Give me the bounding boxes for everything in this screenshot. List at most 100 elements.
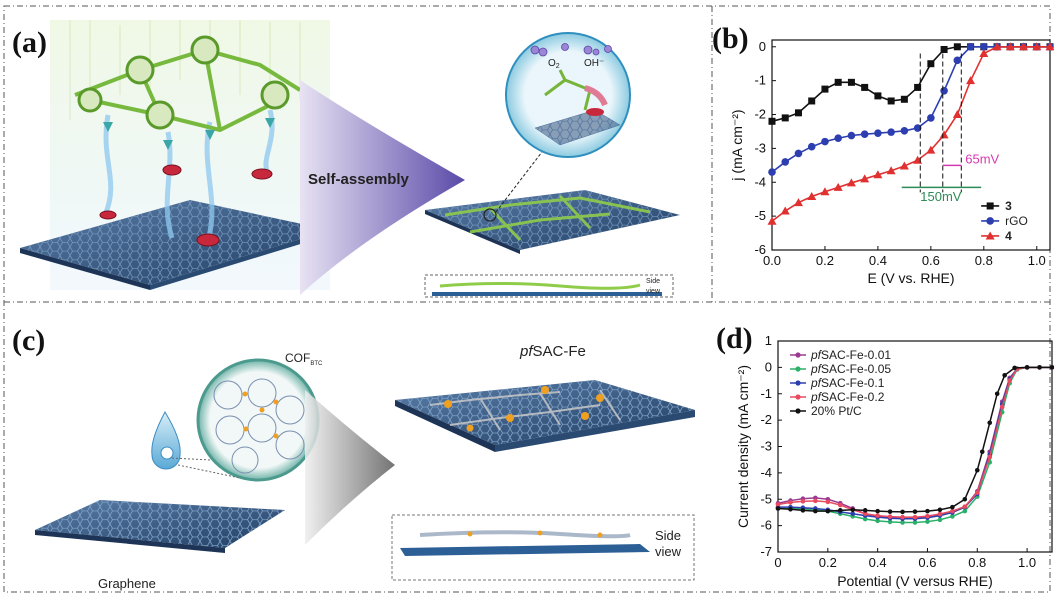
side-view-c-1: Side	[655, 528, 681, 543]
chart-d: 0 0.2 0.4 0.6 0.8 1.0 1 0 -1 -2 -3 -4 -5 -6 -7 Potentia…	[735, 333, 1054, 589]
data-point-rGO	[980, 42, 988, 51]
y-tick-label: 0	[765, 359, 772, 374]
x-tick-label: 0.2	[816, 253, 834, 268]
ion-oh: OH⁻	[584, 58, 604, 69]
panel-d: (d) 0 0.2 0.4 0.6 0.8 1.0 1 0 -1 -2 -3 -4 -5 -6 -7 Pote…	[716, 322, 1054, 589]
data-point-3	[874, 92, 882, 100]
data-point-4	[825, 508, 831, 514]
panel-b-label: (b)	[712, 22, 749, 55]
data-point-4	[793, 198, 803, 207]
data-point-2	[850, 511, 856, 517]
y-tick-label: -5	[760, 491, 772, 506]
data-point-3	[862, 511, 868, 517]
x-tick-label: 0.2	[819, 555, 837, 570]
data-point-1	[912, 520, 918, 525]
data-point-4	[899, 161, 909, 170]
panel-b: (b) 0.0 0.2 0.4 0.6 0.8 1.0 0 -1 -2 -3 -4 -5 -6 E (V …	[712, 22, 1054, 286]
data-point-4	[912, 509, 918, 514]
chart-b: 0.0 0.2 0.4 0.6 0.8 1.0 0 -1 -2 -3 -4 -5 -6 E (V vs. …	[729, 39, 1054, 286]
x-tick-label: 0.8	[975, 253, 993, 268]
data-point-3	[900, 514, 905, 520]
y-tick-label: -4	[754, 174, 766, 189]
data-point-1	[937, 517, 943, 523]
y-tick-label: -4	[760, 465, 772, 480]
data-point-3	[847, 78, 855, 86]
data-point-3	[925, 513, 930, 519]
data-point-4	[966, 76, 976, 85]
data-point-3	[987, 454, 993, 460]
graphene-sheet-left	[20, 200, 330, 290]
data-point-3	[887, 514, 893, 519]
data-point-3	[837, 502, 843, 508]
y-tick-label: -1	[754, 73, 766, 88]
data-point-3	[800, 499, 806, 504]
legend-label-3: pfSAC-Fe-0.2	[810, 390, 885, 404]
x-tick-label: 1.0	[1028, 253, 1046, 268]
porphyrin-nodes	[77, 35, 290, 130]
data-point-rGO	[860, 130, 869, 138]
graphene-sheet: Graphene	[35, 500, 285, 591]
side-view-label-1: Side	[646, 278, 660, 285]
y-tick-label: -6	[754, 242, 766, 257]
annotation-65mv: 65mV	[965, 151, 999, 166]
data-point-4	[987, 420, 993, 426]
data-point-rGO	[966, 42, 975, 51]
legend-marker-2	[795, 380, 801, 386]
panel-frame	[3, 5, 1051, 593]
data-point-4	[939, 130, 949, 139]
data-point-3	[953, 43, 961, 51]
side-view-box-c: Side view	[391, 514, 695, 581]
data-point-1	[887, 519, 893, 525]
data-point-rGO	[768, 168, 776, 176]
data-point-3	[1007, 378, 1012, 383]
data-point-4	[900, 509, 905, 515]
data-point-4	[788, 506, 793, 512]
data-point-4	[950, 504, 955, 510]
data-point-4	[862, 508, 868, 513]
legend-marker-4	[985, 231, 995, 240]
legend-label-0: pfSAC-Fe-0.01	[810, 348, 891, 362]
x-axis-label: E (V vs. RHE)	[867, 270, 954, 286]
legend-marker-4	[795, 408, 801, 414]
data-point-4	[1012, 365, 1017, 371]
data-point-1	[950, 514, 955, 519]
data-point-4	[952, 110, 962, 119]
y-axis-label: j (mA cm⁻²)	[729, 109, 745, 181]
data-point-3	[914, 83, 922, 91]
panel-c-label: (c)	[12, 324, 45, 357]
solvent-drop	[151, 410, 181, 470]
pfsac-fe-title: pfSAC-Fe	[519, 343, 586, 360]
self-assembly-arrow: Self-assembly	[300, 80, 465, 295]
x-tick-label: 0.6	[922, 253, 940, 268]
legend-marker-rGO	[986, 217, 994, 225]
data-point-4	[846, 178, 856, 187]
legend-marker-1	[795, 366, 801, 372]
panel-d-label: (d)	[716, 322, 753, 355]
data-point-3	[875, 513, 880, 518]
data-point-4	[1005, 42, 1015, 51]
x-tick-label: 0.0	[763, 253, 781, 268]
data-point-4	[1049, 365, 1054, 370]
assembled-sheet	[425, 147, 680, 254]
panel-a: (a)	[12, 20, 680, 298]
data-point-4	[775, 506, 781, 511]
data-point-4	[837, 508, 843, 513]
data-point-4	[800, 508, 806, 513]
legend-marker-3	[795, 394, 801, 400]
panel-c: (c) COFBTC Graph	[12, 324, 695, 591]
y-tick-label: 0	[759, 39, 766, 54]
panel-a-label: (a)	[12, 26, 47, 59]
graphene-label: Graphene	[98, 576, 156, 591]
data-point-3	[821, 85, 829, 93]
data-point-rGO	[834, 134, 842, 143]
pfsac-fe-sheet: pfSAC-Fe	[395, 343, 695, 452]
data-point-4	[962, 496, 968, 502]
data-point-3	[940, 45, 948, 53]
legend-label-1: pfSAC-Fe-0.05	[810, 362, 891, 376]
x-axis-label: Potential (V versus RHE)	[837, 573, 993, 589]
data-point-3	[768, 117, 776, 125]
data-point-rGO	[940, 87, 948, 95]
data-point-rGO	[913, 124, 922, 132]
